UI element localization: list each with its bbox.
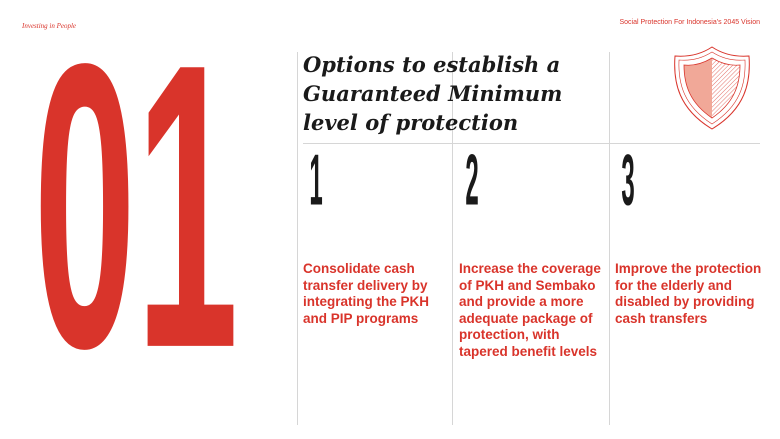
column-divider	[452, 52, 453, 425]
option-text: Increase the coverage of PKH and Sembako…	[459, 261, 601, 359]
option-text: Improve the protection for the elderly a…	[615, 261, 762, 326]
option-number: 2	[465, 150, 478, 221]
header-section-label: Investing in People	[22, 22, 77, 30]
option-number: 3	[621, 150, 634, 221]
section-number: 01	[34, 30, 239, 430]
shield-icon	[674, 46, 750, 130]
column-divider	[609, 52, 610, 425]
svg-text:3: 3	[621, 150, 634, 221]
svg-text:2: 2	[465, 150, 478, 221]
svg-text:1: 1	[309, 150, 322, 221]
column-divider	[297, 52, 298, 425]
option-2: 2 Increase the coverage of PKH and Semba…	[459, 150, 609, 359]
title-rule	[303, 143, 760, 144]
option-1: 1 Consolidate cash transfer delivery by …	[303, 150, 453, 326]
option-3: 3 Improve the protection for the elderly…	[615, 150, 765, 326]
page-title: Options to establish a Guaranteed Minimu…	[303, 52, 563, 135]
option-number: 1	[309, 150, 322, 221]
section-number-text: 01	[34, 30, 239, 430]
option-text: Consolidate cash transfer delivery by in…	[303, 261, 430, 326]
header-report-title: Social Protection For Indonesia's 2045 V…	[619, 19, 760, 26]
